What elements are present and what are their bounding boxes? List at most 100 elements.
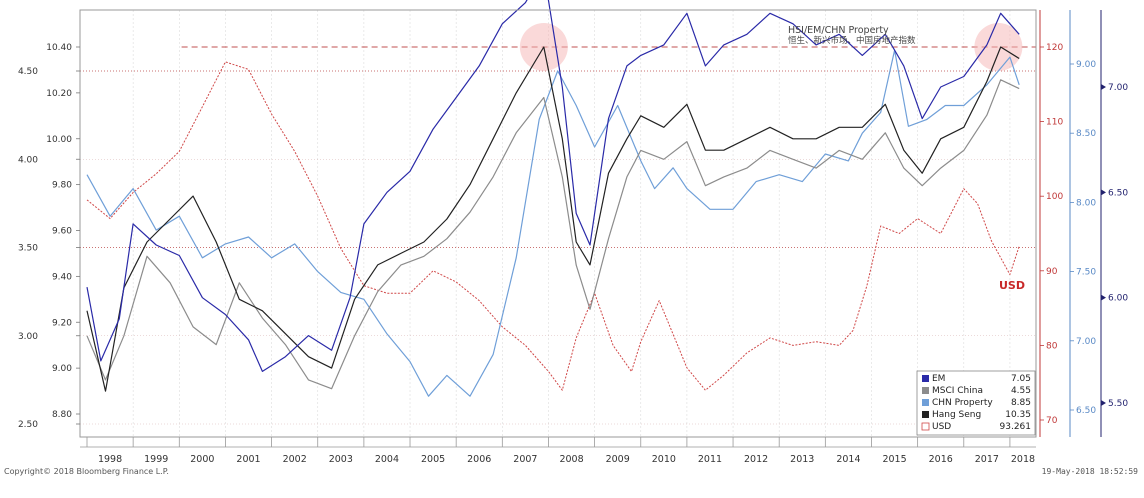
data-point — [239, 282, 240, 283]
axis4-tick-label: 7.00 — [1076, 337, 1096, 347]
data-point — [963, 150, 964, 151]
data-point — [502, 326, 503, 327]
data-point — [105, 379, 106, 380]
annotation-subtitle: 恒生、新兴市场、中国房地产指数 — [788, 35, 916, 46]
data-point — [922, 173, 923, 174]
data-point — [769, 150, 770, 151]
data-point — [428, 396, 429, 397]
data-point — [248, 69, 249, 70]
axis4-tick-label: 6.50 — [1076, 406, 1096, 416]
data-point — [110, 216, 111, 217]
x-tick-label: 2014 — [836, 454, 860, 465]
data-point — [202, 106, 203, 107]
data-point — [340, 292, 341, 293]
data-point — [862, 127, 863, 128]
axis3-tick-label: 100 — [1046, 192, 1063, 202]
axis1-tick-label: 2.50 — [18, 420, 38, 430]
data-point — [816, 341, 817, 342]
data-point — [756, 181, 757, 182]
data-point — [723, 150, 724, 151]
data-point — [986, 81, 987, 82]
data-point — [469, 212, 470, 213]
data-point — [479, 300, 480, 301]
data-point — [963, 127, 964, 128]
data-point — [613, 345, 614, 346]
data-point — [686, 104, 687, 105]
data-point — [880, 112, 881, 113]
data-point — [146, 256, 147, 257]
data-point — [331, 388, 332, 389]
data-point — [493, 176, 494, 177]
legend-series-name: EM — [932, 374, 945, 384]
data-point — [133, 192, 134, 193]
data-point — [548, 371, 549, 372]
data-point — [640, 160, 641, 161]
axis2-tick-label: 8.80 — [52, 410, 72, 420]
data-point — [525, 345, 526, 346]
data-point — [354, 335, 355, 336]
data-point — [179, 216, 180, 217]
data-point — [317, 271, 318, 272]
timestamp: 19-May-2018 18:52:59 — [1041, 467, 1138, 476]
data-point — [354, 299, 355, 300]
x-tick-label: 2002 — [283, 454, 307, 465]
data-point — [456, 97, 457, 98]
data-point — [400, 253, 401, 254]
axis2-tick-label: 10.40 — [46, 43, 72, 53]
data-point — [626, 65, 627, 66]
data-point — [816, 168, 817, 169]
data-point — [926, 119, 927, 120]
axis2-tick-label: 10.20 — [46, 89, 72, 99]
data-point — [86, 199, 87, 200]
data-point — [386, 333, 387, 334]
data-point — [156, 173, 157, 174]
data-point — [576, 337, 577, 338]
data-point — [308, 379, 309, 380]
data-point — [285, 356, 286, 357]
data-point — [839, 127, 840, 128]
data-point — [271, 114, 272, 115]
legend-swatch — [921, 422, 930, 431]
axis3-tick-label: 80 — [1046, 341, 1058, 351]
data-point — [539, 119, 540, 120]
data-point — [589, 309, 590, 310]
legend-series-value: 93.261 — [1000, 422, 1032, 432]
data-point — [156, 244, 157, 245]
data-point — [631, 371, 632, 372]
data-point — [640, 341, 641, 342]
x-tick-label: 2018 — [1011, 454, 1035, 465]
data-point — [133, 188, 134, 189]
axis5-tick-mark — [1101, 294, 1106, 301]
data-point — [686, 367, 687, 368]
data-point — [423, 241, 424, 242]
axis2-tick-label: 9.00 — [52, 364, 72, 374]
data-point — [331, 368, 332, 369]
data-point — [654, 188, 655, 189]
data-point — [493, 138, 494, 139]
data-point — [709, 209, 710, 210]
data-point — [516, 257, 517, 258]
data-point — [239, 299, 240, 300]
data-point — [617, 105, 618, 106]
data-point — [640, 115, 641, 116]
legend-swatch — [922, 375, 929, 382]
data-point — [1019, 246, 1020, 247]
data-point — [986, 44, 987, 45]
series-line-msci-china — [86, 79, 1020, 390]
data-point — [576, 241, 577, 242]
data-point — [502, 23, 503, 24]
axis4-tick-label: 7.50 — [1076, 268, 1096, 278]
legend-swatch — [922, 411, 929, 418]
annotation-title: HSI/EM/CHN Property — [788, 25, 889, 36]
data-point — [562, 86, 563, 87]
data-point — [170, 282, 171, 283]
data-point — [446, 218, 447, 219]
data-point — [792, 138, 793, 139]
data-point — [1019, 58, 1020, 59]
data-point — [262, 371, 263, 372]
data-point — [705, 150, 706, 151]
data-point — [409, 293, 410, 294]
data-point — [308, 356, 309, 357]
data-point — [170, 218, 171, 219]
data-point — [543, 46, 544, 47]
